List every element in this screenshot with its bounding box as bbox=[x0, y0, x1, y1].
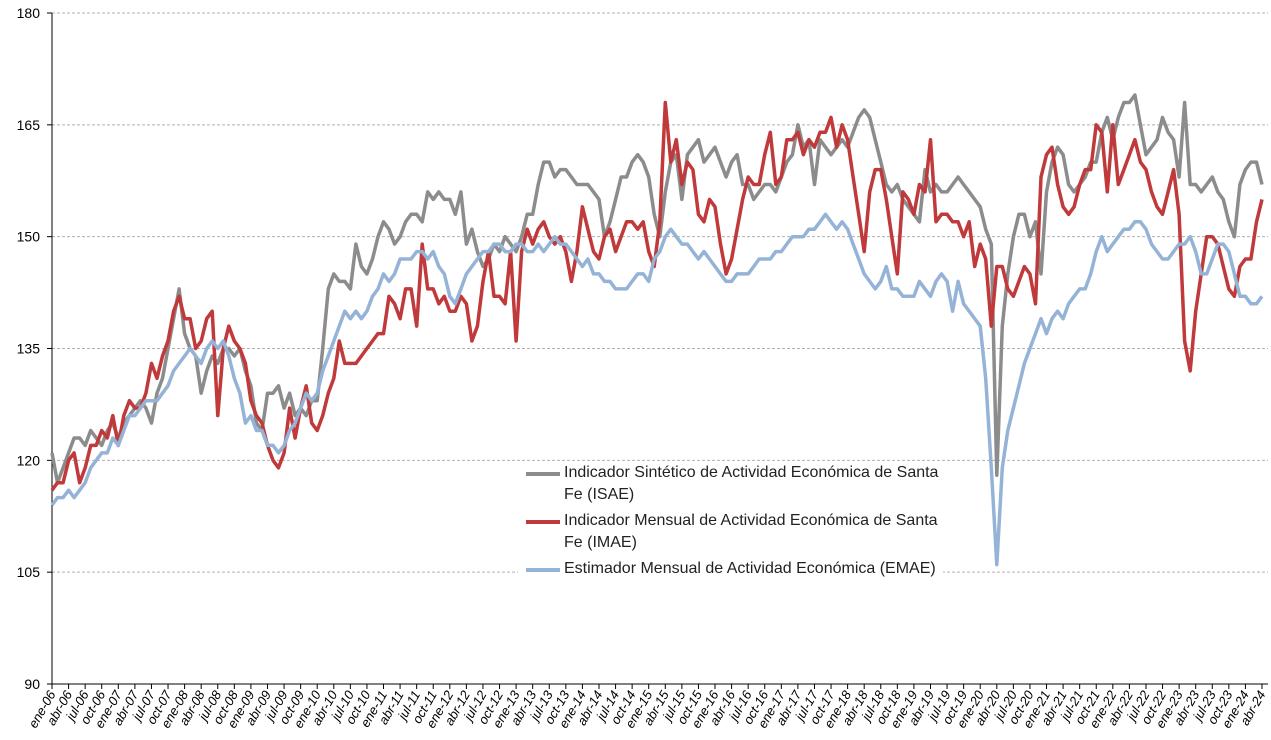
legend-item: Indicador Sintético de Actividad Económi… bbox=[518, 462, 943, 506]
legend-label: Indicador Sintético de Actividad Económi… bbox=[564, 464, 939, 503]
y-tick-label: 135 bbox=[17, 341, 41, 357]
y-tick-label: 90 bbox=[24, 676, 40, 692]
y-tick-label: 150 bbox=[17, 229, 41, 245]
y-tick-label: 105 bbox=[17, 564, 41, 580]
legend-label: Indicador Mensual de Actividad Económica… bbox=[564, 512, 938, 551]
legend-swatch bbox=[526, 472, 560, 476]
y-tick-label: 120 bbox=[17, 452, 41, 468]
legend-item: Indicador Mensual de Actividad Económica… bbox=[518, 510, 943, 554]
legend-swatch bbox=[526, 520, 560, 524]
legend: Indicador Sintético de Actividad Económi… bbox=[518, 462, 943, 584]
legend-swatch bbox=[526, 568, 560, 572]
y-tick-label: 180 bbox=[17, 5, 41, 21]
legend-label: Estimador Mensual de Actividad Económica… bbox=[564, 560, 936, 577]
y-tick-label: 165 bbox=[17, 117, 41, 133]
series-line bbox=[50, 100, 1264, 492]
legend-item: Estimador Mensual de Actividad Económica… bbox=[518, 558, 943, 580]
series-line bbox=[50, 212, 1264, 567]
